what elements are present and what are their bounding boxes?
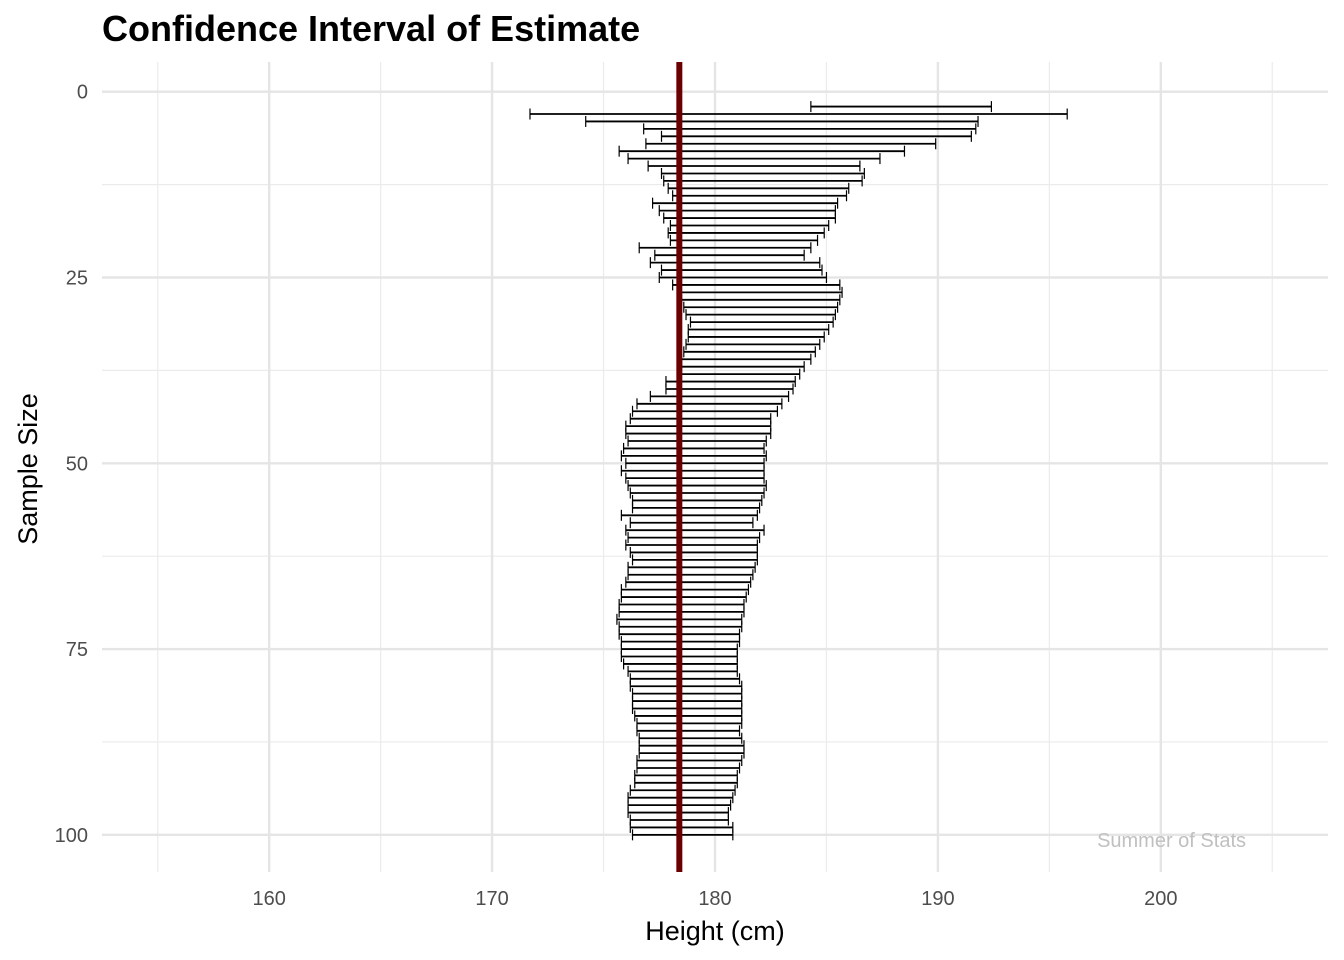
error-bar — [627, 153, 881, 165]
error-bar — [663, 212, 836, 224]
x-tick-label: 190 — [921, 888, 954, 910]
error-bar — [631, 688, 743, 700]
error-bar — [625, 576, 752, 588]
error-bar — [625, 457, 765, 469]
error-bar — [683, 346, 816, 358]
error-bar — [687, 324, 830, 336]
error-bar — [658, 272, 828, 284]
error-bar — [634, 777, 738, 789]
error-bar — [629, 413, 772, 425]
error-bar — [629, 487, 765, 499]
tick-labels-layer: 160 170 180 190 200 0 25 50 75 100 — [55, 82, 1178, 910]
error-bar — [810, 101, 993, 113]
error-bar — [629, 680, 743, 692]
error-bar — [636, 755, 743, 767]
error-bar — [647, 160, 861, 172]
error-bar — [631, 695, 743, 707]
error-bar — [618, 145, 906, 157]
error-bar — [625, 420, 772, 432]
error-bar — [636, 762, 741, 774]
error-bar — [672, 279, 841, 291]
x-tick-label: 170 — [475, 888, 508, 910]
error-bar — [634, 710, 743, 722]
error-bar — [638, 242, 812, 254]
error-bar — [665, 383, 794, 395]
error-bar — [687, 331, 825, 343]
error-bar — [643, 123, 977, 135]
error-bar — [683, 301, 839, 313]
error-bar — [623, 442, 765, 454]
error-bar — [627, 480, 767, 492]
error-bar — [678, 286, 843, 298]
x-axis-title: Height (cm) — [645, 916, 785, 946]
error-bar — [663, 175, 863, 187]
error-bar — [634, 769, 738, 781]
error-bar — [672, 190, 848, 202]
error-bar — [627, 532, 761, 544]
error-bar — [631, 829, 734, 841]
error-bar — [627, 435, 767, 447]
error-bars-layer — [529, 101, 1068, 841]
error-bar — [685, 338, 821, 350]
chart-title: Confidence Interval of Estimate — [102, 8, 641, 49]
error-bar — [629, 784, 736, 796]
error-bar — [680, 294, 841, 306]
error-bar — [620, 465, 765, 477]
grid-layer — [102, 62, 1328, 872]
error-bar — [625, 524, 765, 536]
y-tick-label: 100 — [55, 825, 88, 847]
error-bar — [529, 108, 1068, 120]
error-bar — [649, 390, 790, 402]
y-tick-label: 25 — [66, 268, 88, 290]
x-tick-label: 180 — [698, 888, 731, 910]
error-bar — [645, 138, 937, 150]
error-bar — [631, 554, 758, 566]
error-bar — [638, 747, 745, 759]
error-bar — [669, 234, 819, 246]
error-bar — [627, 665, 738, 677]
error-bar — [660, 264, 823, 276]
error-bar — [631, 502, 761, 514]
x-tick-label: 200 — [1144, 888, 1177, 910]
error-bar — [629, 517, 754, 529]
error-bar — [620, 450, 767, 462]
error-bar — [665, 376, 796, 388]
error-bar — [625, 539, 758, 551]
error-bar — [667, 227, 825, 239]
error-bar — [620, 509, 758, 521]
error-bar — [631, 405, 779, 417]
error-bar — [658, 205, 836, 217]
error-bar — [651, 197, 839, 209]
error-bar — [625, 428, 772, 440]
error-bar — [585, 115, 979, 127]
error-bar — [649, 257, 821, 269]
error-bar — [689, 316, 834, 328]
error-bar — [667, 182, 850, 194]
error-bar — [685, 309, 836, 321]
error-bar — [631, 703, 743, 715]
error-bar — [627, 561, 756, 573]
error-bar — [629, 673, 741, 685]
error-bar — [620, 591, 747, 603]
x-tick-label: 160 — [252, 888, 285, 910]
error-bar — [620, 584, 750, 596]
error-bar — [636, 717, 743, 729]
error-bar — [625, 472, 765, 484]
error-bar — [660, 130, 972, 142]
error-bar — [636, 725, 741, 737]
y-axis-title: Sample Size — [13, 393, 43, 545]
y-tick-label: 50 — [66, 453, 88, 475]
error-bar — [669, 219, 830, 231]
y-tick-label: 0 — [77, 82, 88, 104]
error-bar — [660, 167, 865, 179]
error-bar — [627, 569, 754, 581]
caption-text: Summer of Stats — [1097, 830, 1246, 852]
y-tick-label: 75 — [66, 639, 88, 661]
error-bar — [636, 398, 783, 410]
error-bar — [680, 353, 812, 365]
error-bar — [631, 494, 763, 506]
